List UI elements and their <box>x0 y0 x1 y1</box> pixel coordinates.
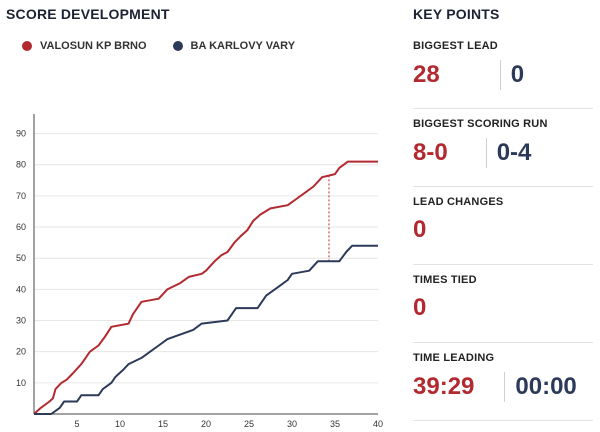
kp-lead-changes-value: 0 <box>413 216 427 243</box>
kp-separator <box>413 420 593 421</box>
series-line-away <box>34 244 378 415</box>
chart-title: SCORE DEVELOPMENT <box>6 6 170 22</box>
kp-time-leading-label: TIME LEADING <box>413 352 495 364</box>
kp-lead-changes: LEAD CHANGES 0 <box>413 196 593 244</box>
kp-biggest-run-home: 8-0 <box>413 139 448 166</box>
y-tick-label: 60 <box>16 222 26 232</box>
legend-home-dot <box>22 41 32 51</box>
y-tick-label: 10 <box>16 378 26 388</box>
kp-separator <box>413 342 593 343</box>
kp-divider <box>499 60 501 90</box>
x-tick-label: 40 <box>373 419 383 429</box>
x-tick-label: 25 <box>244 419 254 429</box>
kp-times-tied-value: 0 <box>413 294 427 321</box>
kp-time-leading-home: 39:29 <box>413 373 475 400</box>
kp-separator <box>413 186 593 187</box>
y-tick-label: 30 <box>16 316 26 326</box>
x-tick-label: 10 <box>115 419 125 429</box>
y-tick-label: 90 <box>16 129 26 139</box>
x-tick-label: 30 <box>287 419 297 429</box>
series-line-home <box>33 160 378 415</box>
kp-biggest-lead-away: 0 <box>510 61 525 88</box>
score-chart: 10 20 30 40 50 60 70 80 90 5 10 15 20 25 30 35 40 <box>16 114 383 429</box>
kp-time-leading: TIME LEADING 39:29 00:00 <box>413 352 593 402</box>
kp-biggest-run-label: BIGGEST SCORING RUN <box>413 118 548 130</box>
kp-times-tied-label: TIMES TIED <box>413 274 477 286</box>
kp-times-tied: TIMES TIED 0 <box>413 274 593 322</box>
legend-item-home[interactable]: VALOSUN KP BRNO <box>22 40 147 52</box>
kp-time-leading-away: 00:00 <box>515 373 577 400</box>
y-tick-label: 80 <box>16 160 26 170</box>
kp-biggest-lead-label: BIGGEST LEAD <box>413 40 498 52</box>
x-tick-label: 5 <box>74 419 79 429</box>
kp-biggest-lead: BIGGEST LEAD 28 0 <box>413 40 593 90</box>
key-points-title: KEY POINTS <box>413 6 500 22</box>
legend-item-away[interactable]: BA KARLOVY VARY <box>172 40 296 52</box>
x-tick-label: 20 <box>201 419 211 429</box>
x-tick-label: 35 <box>330 419 340 429</box>
kp-separator <box>413 108 593 109</box>
legend-away-dot <box>172 41 183 51</box>
x-tick-label: 15 <box>158 419 168 429</box>
kp-divider <box>485 138 487 168</box>
legend-away-label: BA KARLOVY VARY <box>190 40 296 52</box>
y-tick-label: 70 <box>16 191 26 201</box>
y-tick-label: 40 <box>16 284 26 294</box>
legend-home-label: VALOSUN KP BRNO <box>40 40 147 52</box>
chart-legend: VALOSUN KP BRNO BA KARLOVY VARY <box>22 40 295 52</box>
y-tick-label: 50 <box>16 253 26 263</box>
kp-biggest-lead-home: 28 <box>413 61 440 88</box>
kp-divider <box>504 372 506 402</box>
kp-biggest-run: BIGGEST SCORING RUN 8-0 0-4 <box>413 118 593 168</box>
y-tick-label: 20 <box>16 347 26 357</box>
kp-lead-changes-label: LEAD CHANGES <box>413 196 504 208</box>
kp-biggest-run-away: 0-4 <box>496 139 532 166</box>
kp-separator <box>413 264 593 265</box>
